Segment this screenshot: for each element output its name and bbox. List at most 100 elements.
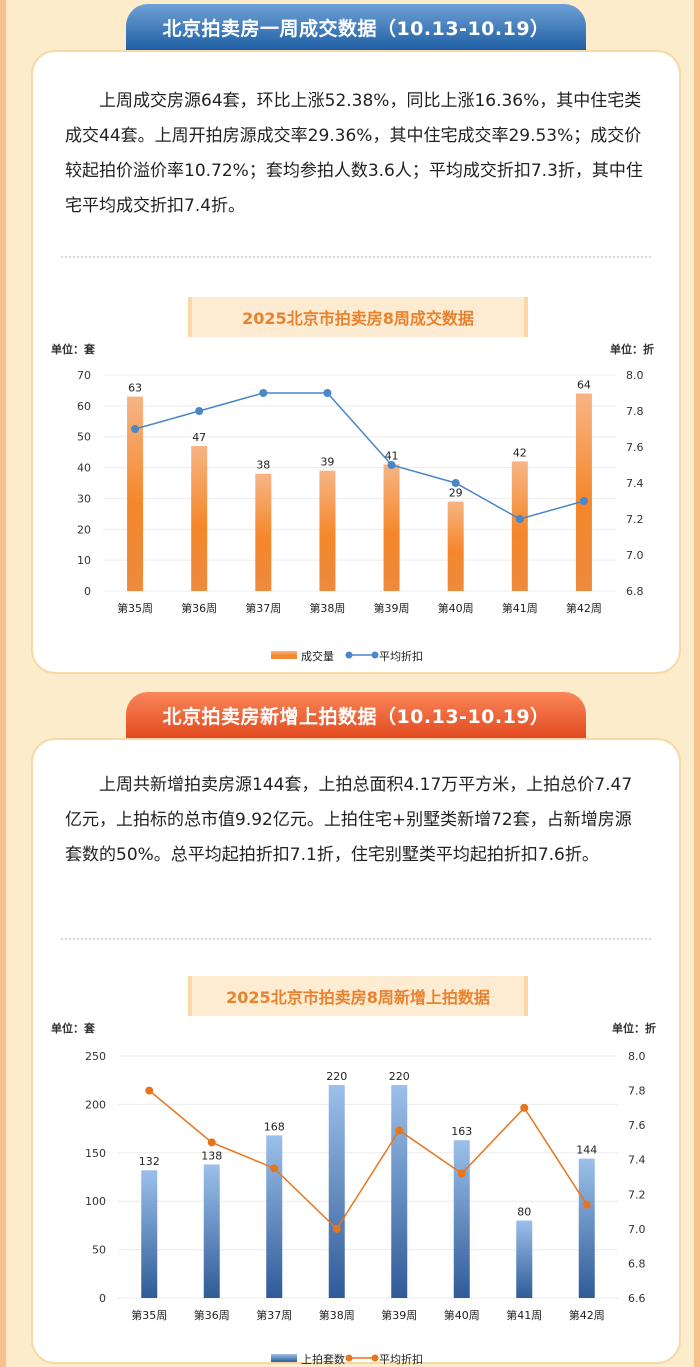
x-tick-label: 第40周 (444, 1308, 480, 1322)
bar-data-label: 163 (451, 1125, 472, 1138)
legend-line-label: 平均折扣 (379, 1352, 423, 1366)
right-tick-label: 7.2 (628, 1188, 646, 1201)
bar (575, 393, 592, 591)
line-point (520, 1103, 529, 1112)
chart1-title: 2025北京市拍卖房8周成交数据 (188, 297, 528, 337)
left-tick-label: 70 (77, 369, 91, 382)
bar-data-label: 220 (389, 1070, 410, 1083)
right-tick-label: 7.6 (628, 1119, 646, 1132)
x-tick-label: 第42周 (566, 601, 602, 615)
legend-bar-swatch (271, 1354, 297, 1362)
bar (578, 1158, 595, 1298)
x-tick-label: 第42周 (569, 1308, 605, 1322)
x-tick-label: 第35周 (117, 601, 153, 615)
chart2-title: 2025北京市拍卖房8周新增上拍数据 (188, 976, 528, 1016)
bar (383, 464, 400, 591)
right-tick-label: 7.0 (626, 549, 644, 562)
bar (328, 1085, 345, 1298)
line-point (451, 479, 460, 487)
line-series (134, 392, 585, 520)
bar (511, 461, 528, 591)
x-tick-label: 第41周 (506, 1308, 542, 1322)
left-tick-label: 10 (77, 554, 91, 567)
line-point (332, 1224, 341, 1233)
bar (203, 1164, 220, 1298)
legend-line-marker (345, 1354, 353, 1362)
x-tick-label: 第35周 (131, 1308, 167, 1322)
left-tick-label: 150 (85, 1147, 106, 1160)
right-tick-label: 7.2 (626, 513, 644, 526)
line-point (145, 1086, 154, 1095)
line-point (270, 1164, 279, 1173)
divider (61, 938, 651, 940)
bar (255, 473, 272, 591)
legend-bar-label: 上拍套数 (301, 1352, 345, 1366)
line-point (259, 389, 268, 397)
right-tick-label: 7.0 (628, 1223, 646, 1236)
left-tick-label: 40 (77, 462, 91, 475)
right-tick-label: 8.0 (626, 369, 644, 382)
bar-data-label: 64 (577, 379, 591, 392)
right-tick-label: 8.0 (628, 1050, 646, 1063)
right-axis-unit: 单位：折 (610, 342, 654, 356)
bar (447, 501, 464, 591)
bar (127, 396, 144, 591)
line-series (148, 1089, 588, 1231)
right-tick-label: 7.8 (628, 1085, 646, 1098)
legend-line-label: 平均折扣 (379, 649, 423, 663)
left-axis-unit: 单位：套 (51, 1021, 96, 1035)
x-tick-label: 第38周 (319, 1308, 355, 1322)
line-point (207, 1138, 216, 1147)
section2-header: 北京拍卖房新增上拍数据（10.13-10.19） (126, 692, 586, 738)
left-tick-label: 200 (85, 1098, 106, 1111)
bar (453, 1140, 470, 1298)
x-tick-label: 第39周 (374, 601, 410, 615)
line-point (457, 1169, 466, 1178)
x-tick-label: 第41周 (502, 601, 538, 615)
left-tick-label: 50 (92, 1244, 106, 1257)
left-tick-label: 30 (77, 492, 91, 505)
deal-summary: 上周成交房源64套，环比上涨52.38%，同比上涨16.36%，其中住宅类成交4… (65, 91, 643, 216)
right-tick-label: 7.4 (626, 477, 644, 490)
chart-new-listings: 单位：套 单位：折 0 50 100 150 200 250 6.6 6.8 7.0 7.2 7.4 7.… (51, 1021, 656, 1366)
bar-data-label: 39 (320, 456, 334, 469)
weekly-deal-card: 上周成交房源64套，环比上涨52.38%，同比上涨16.36%，其中住宅类成交4… (31, 50, 681, 674)
new-listing-card: 上周共新增拍卖房源144套，上拍总面积4.17万平方米，上拍总价7.47亿元，上… (31, 738, 681, 1366)
right-tick-label: 6.8 (628, 1257, 646, 1270)
left-tick-label: 0 (99, 1292, 106, 1305)
right-tick-label: 7.4 (628, 1154, 646, 1167)
line-point (395, 1126, 404, 1135)
right-tick-label: 7.8 (626, 405, 644, 418)
bar-data-label: 138 (201, 1149, 222, 1162)
right-tick-label: 7.6 (626, 441, 644, 454)
bar (266, 1135, 283, 1298)
line-point (387, 461, 396, 469)
legend-bar-swatch (271, 651, 297, 659)
line-point (515, 515, 524, 523)
left-tick-label: 50 (77, 431, 91, 444)
left-tick-label: 250 (85, 1050, 106, 1063)
x-tick-label: 第36周 (181, 601, 217, 615)
x-tick-label: 第39周 (381, 1308, 417, 1322)
section1-header: 北京拍卖房一周成交数据（10.13-10.19） (126, 4, 586, 50)
bar-data-label: 41 (385, 449, 399, 462)
left-tick-label: 60 (77, 400, 91, 413)
line-point (195, 407, 204, 415)
line-point (579, 497, 588, 505)
bar-data-label: 144 (576, 1144, 597, 1157)
bar-data-label: 63 (128, 382, 142, 395)
legend-line-marker (371, 651, 379, 659)
bar-data-label: 220 (326, 1070, 347, 1083)
right-axis-unit: 单位：折 (612, 1021, 656, 1035)
bar-data-label: 47 (192, 431, 206, 444)
x-tick-label: 第40周 (438, 601, 474, 615)
left-tick-label: 100 (85, 1195, 106, 1208)
line-point (323, 389, 332, 397)
bar (391, 1085, 408, 1298)
bar-data-label: 29 (449, 487, 463, 500)
bar-data-label: 168 (264, 1120, 285, 1133)
bar-data-label: 42 (513, 446, 527, 459)
bar (141, 1170, 158, 1298)
bar (319, 470, 336, 591)
bar (191, 445, 208, 591)
